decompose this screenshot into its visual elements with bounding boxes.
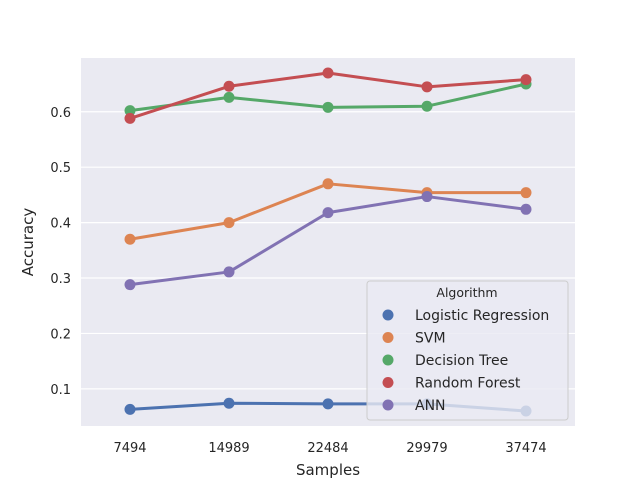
- data-point: [520, 74, 532, 86]
- x-tick-label: 29979: [406, 441, 447, 456]
- legend-label: ANN: [415, 398, 446, 414]
- data-point: [124, 112, 136, 124]
- x-tick-label: 22484: [307, 441, 348, 456]
- x-tick-labels: 7494 14989 22484 29979 37474: [113, 441, 546, 456]
- data-point: [520, 203, 532, 215]
- data-point: [223, 217, 235, 229]
- legend-marker: [382, 309, 394, 321]
- x-tick-label: 14989: [208, 441, 249, 456]
- legend-marker: [382, 332, 394, 343]
- data-point: [223, 80, 235, 92]
- legend-marker: [382, 377, 394, 388]
- data-point: [421, 81, 433, 93]
- data-point: [421, 191, 433, 203]
- legend-item: Random Forest: [382, 376, 521, 392]
- data-point: [124, 105, 136, 117]
- legend-marker: [382, 399, 394, 411]
- legend: Algorithm Logistic Regression SVM Decision…: [366, 280, 569, 421]
- y-tick-label: 0.5: [50, 161, 71, 176]
- legend-title: Algorithm: [436, 285, 497, 300]
- legend-box: [366, 280, 569, 421]
- series-4: [124, 191, 532, 291]
- data-point: [223, 91, 235, 103]
- legend-label: Random Forest: [415, 376, 521, 392]
- data-point: [322, 207, 334, 219]
- y-axis-label: Accuracy: [19, 208, 37, 277]
- series-2: [124, 78, 532, 117]
- x-tick-label: 37474: [505, 441, 546, 456]
- data-point: [322, 67, 334, 79]
- legend-item: Logistic Regression: [382, 308, 549, 324]
- data-point: [124, 233, 136, 245]
- series-3: [124, 67, 532, 124]
- data-point: [124, 403, 136, 415]
- y-tick-label: 0.6: [50, 106, 71, 121]
- data-point: [421, 100, 433, 112]
- legend-item: ANN: [382, 398, 446, 414]
- legend-marker: [382, 354, 394, 366]
- legend-item: SVM: [382, 331, 446, 347]
- data-point: [322, 398, 334, 410]
- y-tick-labels: 0.1 0.2 0.3 0.4 0.5 0.6: [50, 106, 71, 398]
- x-axis-label: Samples: [296, 461, 360, 479]
- data-point: [322, 178, 334, 190]
- data-point: [124, 279, 136, 291]
- data-point: [223, 397, 235, 409]
- x-tick-label: 7494: [113, 441, 146, 456]
- data-point: [520, 187, 532, 199]
- legend-label: SVM: [415, 331, 446, 347]
- y-tick-label: 0.3: [50, 272, 71, 287]
- data-point: [223, 266, 235, 278]
- legend-item: Decision Tree: [382, 353, 508, 369]
- y-tick-label: 0.4: [50, 217, 71, 232]
- legend-label: Decision Tree: [415, 353, 508, 369]
- data-point: [322, 101, 334, 113]
- y-tick-label: 0.2: [50, 327, 71, 342]
- y-tick-label: 0.1: [50, 383, 71, 398]
- legend-label: Logistic Regression: [415, 308, 549, 324]
